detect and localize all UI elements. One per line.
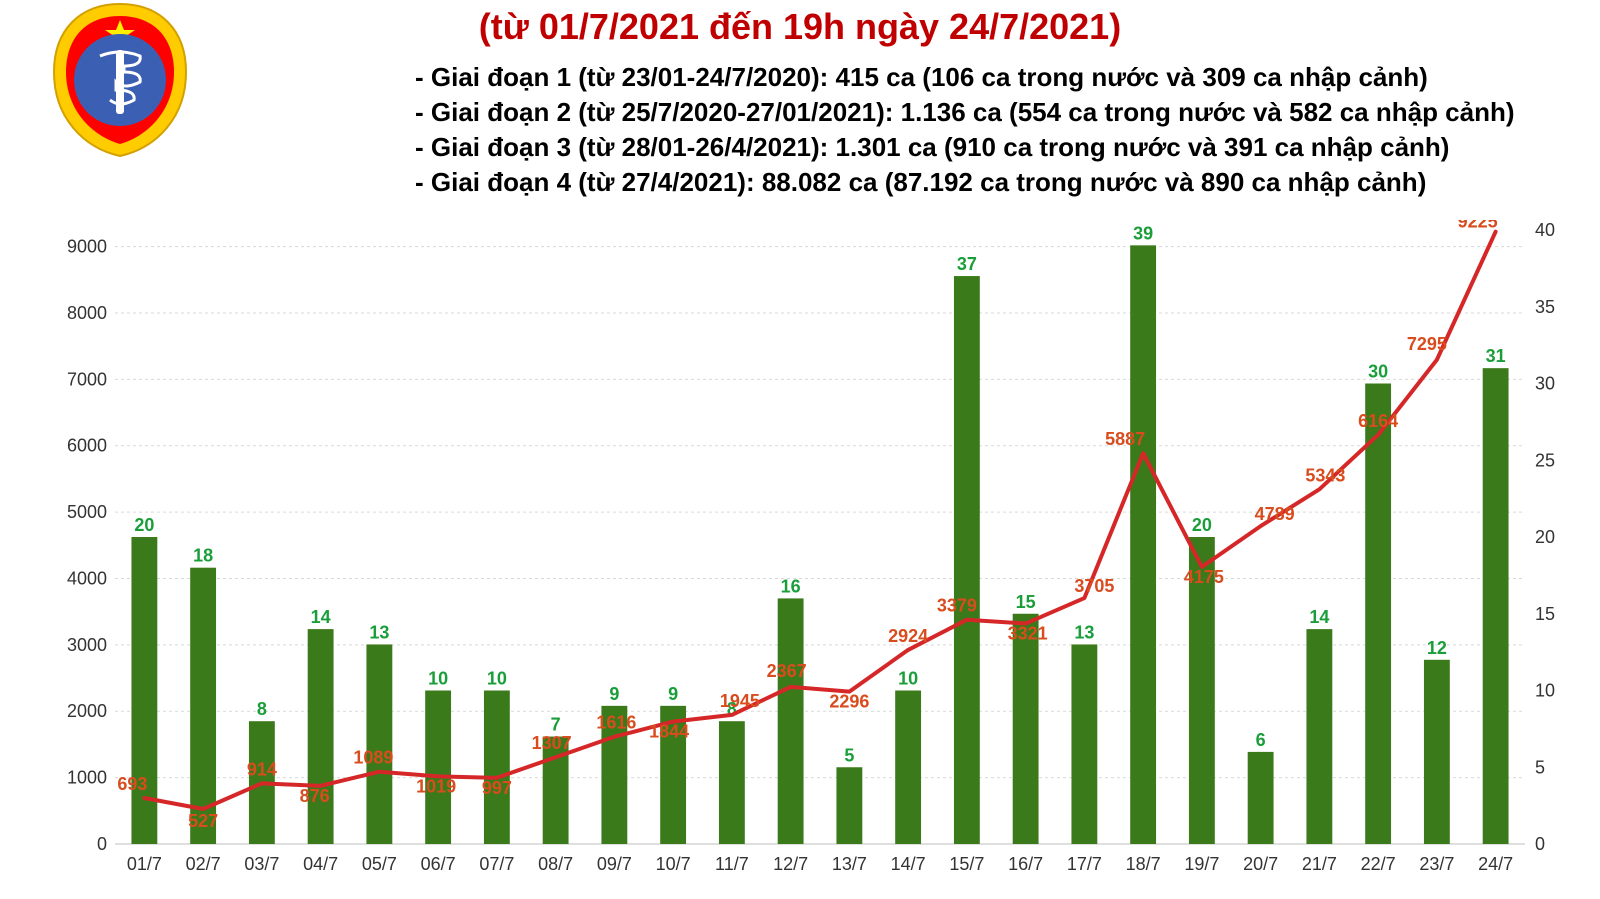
svg-text:4789: 4789: [1255, 504, 1295, 524]
svg-text:4000: 4000: [67, 568, 107, 588]
svg-text:2000: 2000: [67, 701, 107, 721]
svg-text:02/7: 02/7: [186, 854, 221, 874]
svg-text:997: 997: [482, 778, 512, 798]
svg-text:13/7: 13/7: [832, 854, 867, 874]
svg-text:0: 0: [1535, 834, 1545, 854]
svg-text:12: 12: [1427, 638, 1447, 658]
svg-text:31: 31: [1486, 346, 1506, 366]
svg-text:23/7: 23/7: [1419, 854, 1454, 874]
svg-text:9225: 9225: [1458, 220, 1498, 232]
svg-text:14/7: 14/7: [891, 854, 926, 874]
svg-text:10: 10: [898, 669, 918, 689]
svg-text:17/7: 17/7: [1067, 854, 1102, 874]
svg-text:39: 39: [1133, 223, 1153, 243]
svg-text:20: 20: [134, 515, 154, 535]
summary-bullets: - Giai đoạn 1 (từ 23/01-24/7/2020): 415 …: [415, 60, 1515, 200]
svg-text:914: 914: [247, 759, 277, 779]
bullet-4: - Giai đoạn 4 (từ 27/4/2021): 88.082 ca …: [415, 165, 1515, 200]
svg-text:8000: 8000: [67, 303, 107, 323]
svg-text:13: 13: [1074, 622, 1094, 642]
svg-text:3321: 3321: [1008, 624, 1048, 644]
svg-text:11/7: 11/7: [715, 854, 749, 874]
svg-text:6164: 6164: [1358, 411, 1398, 431]
svg-text:14: 14: [1309, 607, 1329, 627]
svg-text:20: 20: [1535, 527, 1555, 547]
svg-text:12/7: 12/7: [773, 854, 808, 874]
svg-text:24/7: 24/7: [1478, 854, 1513, 874]
chart-svg: 0 1000 2000 3000 4000 5000 6000 7000 8000 9000 0 5 1…: [55, 220, 1575, 890]
svg-text:20: 20: [1192, 515, 1212, 535]
svg-text:1019: 1019: [416, 776, 456, 796]
svg-text:06/7: 06/7: [421, 854, 456, 874]
svg-text:30: 30: [1535, 374, 1555, 394]
svg-text:1616: 1616: [596, 713, 636, 733]
svg-text:40: 40: [1535, 220, 1555, 240]
svg-text:6: 6: [1256, 730, 1266, 750]
svg-text:4175: 4175: [1184, 567, 1224, 587]
svg-text:08/7: 08/7: [538, 854, 573, 874]
svg-text:09/7: 09/7: [597, 854, 632, 874]
svg-text:13: 13: [369, 622, 389, 642]
svg-text:25: 25: [1535, 450, 1555, 470]
svg-text:07/7: 07/7: [479, 854, 514, 874]
svg-text:01/7: 01/7: [127, 854, 162, 874]
svg-text:7000: 7000: [67, 369, 107, 389]
svg-text:1000: 1000: [67, 768, 107, 788]
svg-text:7: 7: [551, 715, 561, 735]
bullet-2: - Giai đoạn 2 (từ 25/7/2020-27/01/2021):…: [415, 95, 1515, 130]
svg-text:16/7: 16/7: [1008, 854, 1043, 874]
svg-text:0: 0: [97, 834, 107, 854]
svg-text:10: 10: [487, 669, 507, 689]
svg-text:5: 5: [1535, 757, 1545, 777]
svg-text:18: 18: [193, 546, 213, 566]
svg-text:3379: 3379: [937, 596, 977, 616]
svg-text:10: 10: [1535, 681, 1555, 701]
svg-text:30: 30: [1368, 362, 1388, 382]
svg-text:693: 693: [117, 774, 147, 794]
svg-text:1844: 1844: [649, 722, 689, 742]
svg-text:3000: 3000: [67, 635, 107, 655]
svg-text:1089: 1089: [353, 748, 393, 768]
svg-text:9: 9: [609, 684, 619, 704]
svg-text:10: 10: [428, 669, 448, 689]
svg-text:6000: 6000: [67, 436, 107, 456]
svg-text:04/7: 04/7: [303, 854, 338, 874]
svg-text:14: 14: [311, 607, 331, 627]
svg-text:5: 5: [844, 745, 854, 765]
svg-text:16: 16: [781, 576, 801, 596]
svg-text:22/7: 22/7: [1361, 854, 1396, 874]
svg-text:20/7: 20/7: [1243, 854, 1278, 874]
svg-text:1945: 1945: [720, 691, 760, 711]
svg-text:8: 8: [257, 699, 267, 719]
svg-text:5887: 5887: [1105, 429, 1145, 449]
svg-text:1307: 1307: [532, 733, 572, 753]
svg-text:5000: 5000: [67, 502, 107, 522]
svg-text:37: 37: [957, 254, 977, 274]
svg-text:2296: 2296: [829, 692, 869, 712]
svg-text:2924: 2924: [888, 626, 928, 646]
svg-text:876: 876: [300, 786, 330, 806]
svg-text:03/7: 03/7: [244, 854, 279, 874]
svg-text:15: 15: [1535, 604, 1555, 624]
svg-text:527: 527: [188, 811, 218, 831]
svg-text:9: 9: [668, 684, 678, 704]
svg-text:35: 35: [1535, 297, 1555, 317]
svg-text:2367: 2367: [767, 661, 807, 681]
svg-text:10/7: 10/7: [656, 854, 691, 874]
bullet-3: - Giai đoạn 3 (từ 28/01-26/4/2021): 1.30…: [415, 130, 1515, 165]
svg-text:5343: 5343: [1305, 465, 1345, 485]
svg-text:3705: 3705: [1074, 576, 1114, 596]
svg-text:05/7: 05/7: [362, 854, 397, 874]
chart-subtitle: (từ 01/7/2021 đến 19h ngày 24/7/2021): [0, 6, 1600, 48]
svg-text:15: 15: [1016, 592, 1036, 612]
svg-text:7295: 7295: [1407, 334, 1447, 354]
page-root: (từ 01/7/2021 đến 19h ngày 24/7/2021) - …: [0, 0, 1600, 899]
combo-chart: 0 1000 2000 3000 4000 5000 6000 7000 8000 9000 0 5 1…: [55, 220, 1575, 890]
bullet-1: - Giai đoạn 1 (từ 23/01-24/7/2020): 415 …: [415, 60, 1515, 95]
svg-text:15/7: 15/7: [949, 854, 984, 874]
svg-text:9000: 9000: [67, 237, 107, 257]
svg-text:21/7: 21/7: [1302, 854, 1337, 874]
svg-text:19/7: 19/7: [1184, 854, 1219, 874]
svg-text:18/7: 18/7: [1126, 854, 1161, 874]
